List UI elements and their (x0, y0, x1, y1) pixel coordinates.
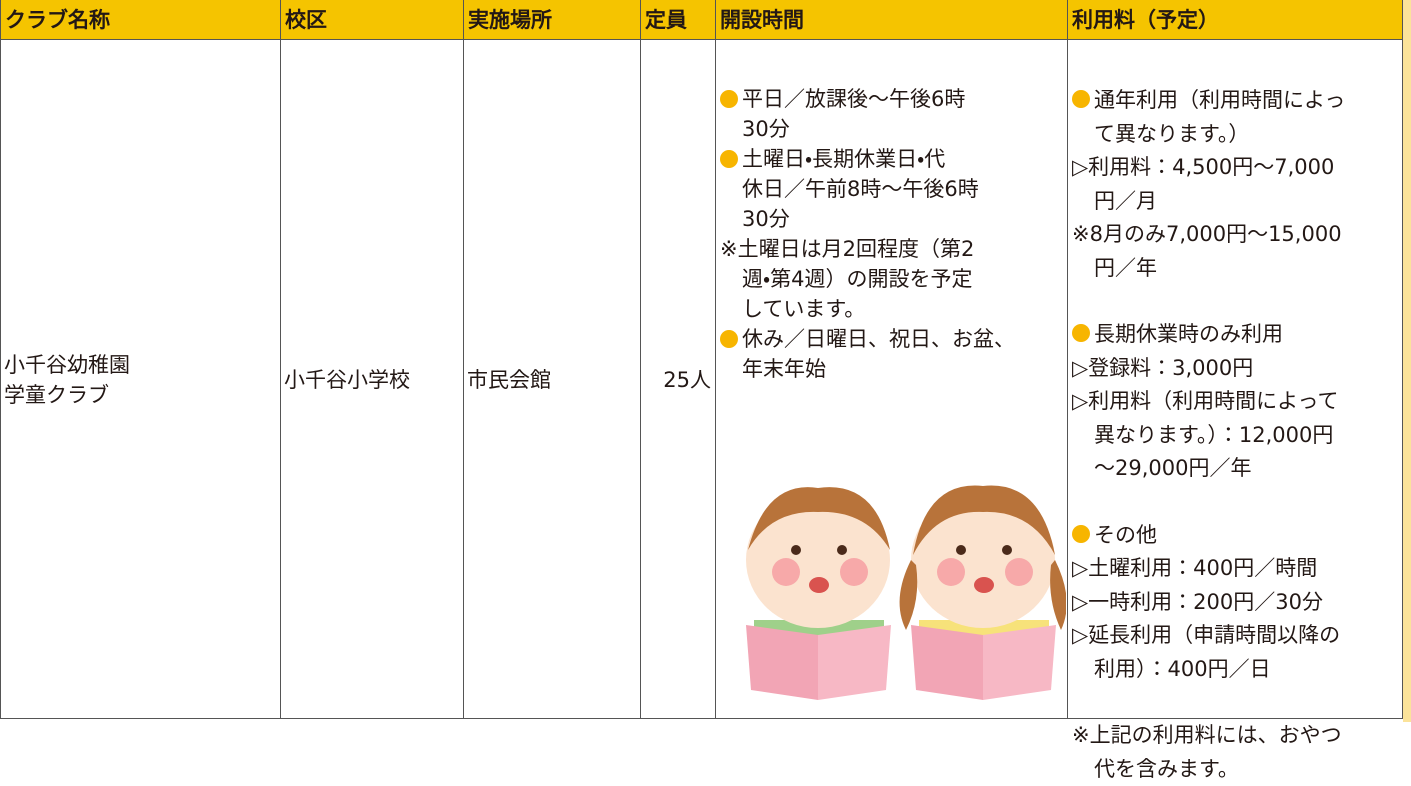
text-line: 円／月 (1072, 185, 1402, 219)
list-item: その他 (1072, 519, 1402, 553)
text-line: 土曜日・長期休業日・代 (720, 144, 1067, 174)
venue: 市民会館 (467, 364, 640, 394)
text-line: ▷登録料：3,000円 (1072, 352, 1402, 386)
text-line: 週・第4週）の開設を予定 (720, 264, 1067, 294)
list-item: ▷土曜利用：400円／時間 (1072, 552, 1402, 586)
header-cell: 実施場所 (464, 0, 641, 40)
text-line: ▷利用料：4,500円～7,000 (1072, 151, 1402, 185)
school-district-cell: 小千谷小学校 (281, 40, 464, 719)
club-name-line: 学童クラブ (4, 379, 280, 409)
text-line: ▷土曜利用：400円／時間 (1072, 552, 1402, 586)
text-line: ▷一時利用：200円／30分 (1072, 586, 1402, 620)
text-line: て異なります。） (1072, 118, 1402, 152)
text-line: ※上記の利用料には、おやつ (1072, 719, 1402, 753)
child-boy (746, 487, 891, 700)
spacer (1072, 486, 1402, 519)
text-line: ▷利用料（利用時間によって (1072, 385, 1402, 419)
header-cell: 利用料（予定） (1068, 0, 1403, 40)
club-name-line: 小千谷幼稚園 (4, 349, 280, 379)
capacity-cell: 25人 (641, 40, 716, 719)
venue-cell: 市民会館 (464, 40, 641, 719)
spacer (1072, 686, 1402, 719)
text-line: 異なります。）：12,000円 (1072, 419, 1402, 453)
list-item: ▷延長利用（申請時間以降の利用）：400円／日 (1072, 619, 1402, 686)
text-line: 平日／放課後～午後6時 (720, 84, 1067, 114)
spacer (1072, 285, 1402, 318)
header-cell: 校区 (281, 0, 464, 40)
text-line: 30分 (720, 204, 1067, 234)
school-district: 小千谷小学校 (284, 364, 463, 394)
list-item: 通年利用（利用時間によって異なります。） (1072, 84, 1402, 151)
child-girl (900, 486, 1066, 700)
page: クラブ名称校区実施場所定員開設時間利用料（予定） 小千谷幼稚園学童クラブ 小千谷… (0, 0, 1411, 722)
text-line: 利用）：400円／日 (1072, 653, 1402, 687)
text-line: ※土曜日は月2回程度（第2 (720, 234, 1067, 264)
text-line: 休日／午前8時～午後6時 (720, 174, 1067, 204)
text-line: 年末年始 (720, 354, 1067, 384)
text-line: 30分 (720, 114, 1067, 144)
text-line: その他 (1072, 519, 1402, 553)
text-line: ※8月のみ7,000円～15,000 (1072, 218, 1402, 252)
list-item: 休み／日曜日、祝日、お盆、年末年始 (720, 324, 1067, 384)
list-item: 長期休業時のみ利用 (1072, 318, 1402, 352)
edge-strip (1403, 0, 1411, 722)
club-name-cell: 小千谷幼稚園学童クラブ (0, 40, 281, 719)
text-line: 休み／日曜日、祝日、お盆、 (720, 324, 1067, 354)
text-line: 通年利用（利用時間によっ (1072, 84, 1402, 118)
list-item: ※上記の利用料には、おやつ代を含みます。 (1072, 719, 1402, 786)
capacity: 25人 (663, 364, 711, 394)
header-cell: 定員 (641, 0, 716, 40)
list-item: ▷利用料（利用時間によって異なります。）：12,000円～29,000円／年 (1072, 385, 1402, 486)
text-line: ～29,000円／年 (1072, 452, 1402, 486)
text-line: しています。 (720, 294, 1067, 324)
children-illustration (726, 450, 1066, 700)
list-item: ▷一時利用：200円／30分 (1072, 586, 1402, 620)
text-line: ▷延長利用（申請時間以降の (1072, 619, 1402, 653)
header-cell: 開設時間 (716, 0, 1068, 40)
text-line: 長期休業時のみ利用 (1072, 318, 1402, 352)
list-item: ▷登録料：3,000円 (1072, 352, 1402, 386)
header-cell: クラブ名称 (0, 0, 281, 40)
text-line: 代を含みます。 (1072, 753, 1402, 786)
text-line: 円／年 (1072, 252, 1402, 286)
